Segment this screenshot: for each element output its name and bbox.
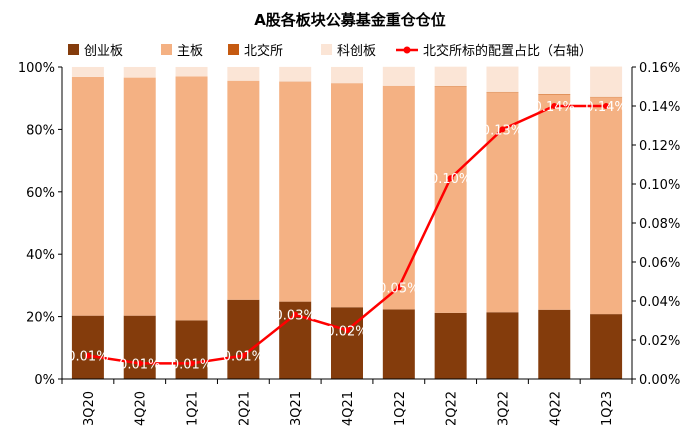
x-tick-label: 4Q20	[134, 391, 149, 426]
bar-4Q22-series-0	[538, 309, 571, 379]
bar-1Q23-series-0	[590, 314, 623, 379]
bar-3Q20-series-0	[71, 315, 104, 379]
bar-3Q22-series-0	[486, 312, 519, 379]
legend-label-3: 科创板	[337, 44, 376, 59]
line-data-label: 0.14%	[585, 100, 626, 115]
bar-3Q20-series-1	[71, 76, 104, 316]
legend-swatch-3	[321, 44, 332, 55]
legend: 创业板 主板 北交所 科创板 北交所标的配置占比（右轴）	[68, 43, 592, 59]
bar-1Q21-series-1	[175, 76, 208, 321]
line-point	[136, 360, 143, 367]
bar-4Q21-series-3	[331, 66, 363, 84]
line-data-label: 0.14%	[534, 100, 575, 115]
legend-line-marker	[403, 46, 411, 54]
x-tick-label: 4Q22	[548, 391, 563, 426]
bar-1Q22-series-3	[382, 66, 415, 86]
y-right-tick-label: 0.10%	[639, 178, 680, 193]
bar-4Q22-series-1	[538, 94, 571, 310]
y-right-tick-label: 0.00%	[639, 373, 680, 388]
x-tick-label: 1Q21	[186, 391, 201, 426]
y-left-tick-label: 0%	[34, 373, 55, 388]
line-point	[240, 352, 247, 359]
bar-1Q22-series-1	[382, 86, 415, 310]
bar-1Q22-series-0	[382, 309, 415, 379]
x-tick-label: 4Q21	[341, 391, 356, 426]
x-tick-label: 2Q22	[445, 391, 460, 426]
bar-1Q21-series-0	[175, 320, 208, 379]
bar-2Q21-series-0	[227, 299, 260, 379]
legend-label-2: 北交所	[244, 43, 283, 59]
bar-2Q22-series-0	[434, 312, 467, 379]
line-point	[499, 126, 506, 133]
y-left-tick-label: 20%	[26, 311, 55, 326]
bar-3Q21-series-1	[279, 81, 312, 302]
x-tick-label: 3Q21	[289, 391, 304, 426]
bar-4Q21-series-1	[331, 83, 363, 308]
line-data-label: 0.01%	[67, 350, 108, 365]
line-point	[395, 284, 402, 291]
line-point	[188, 360, 195, 367]
y-right-tick-label: 0.08%	[639, 217, 680, 232]
bar-4Q22-series-3	[538, 66, 571, 95]
y-right-tick-label: 0.14%	[639, 100, 680, 115]
y-right-tick-label: 0.06%	[639, 256, 680, 271]
x-tick-label: 2Q21	[237, 391, 252, 426]
bar-1Q23-series-1	[590, 97, 623, 315]
line-point	[447, 175, 454, 182]
bars	[71, 66, 623, 379]
bar-2Q21-series-1	[227, 80, 260, 300]
bar-3Q20-series-3	[71, 66, 104, 77]
line-layer: 0.01% 0.01% 0.01% 0.01% 0.03% 0.02% 0.05% 0.10%…	[67, 100, 626, 372]
bar-4Q21-series-0	[331, 307, 363, 379]
line-point	[84, 352, 91, 359]
bar-2Q21-series-3	[227, 66, 260, 81]
legend-label-0: 创业板	[84, 44, 123, 59]
legend-label-1: 主板	[177, 44, 203, 59]
legend-swatch-2	[228, 44, 239, 55]
bar-2Q22-series-3	[434, 66, 467, 87]
y-left-tick-label: 60%	[26, 186, 55, 201]
bar-4Q20-series-0	[123, 315, 156, 379]
line-data-label: 0.10%	[430, 172, 471, 187]
line-point	[551, 103, 558, 109]
legend-swatch-1	[161, 44, 172, 55]
line-point	[344, 327, 350, 334]
y-left-tick-label: 40%	[26, 248, 55, 263]
line-data-label: 0.01%	[223, 350, 264, 365]
y-right-tick-label: 0.02%	[639, 334, 680, 349]
bar-3Q22-series-3	[486, 66, 519, 92]
line-point	[292, 311, 299, 318]
line-data-label: 0.01%	[171, 357, 212, 372]
y-left-tick-label: 100%	[18, 61, 55, 76]
bar-4Q20-series-3	[123, 66, 156, 78]
line-data-label: 0.01%	[119, 357, 160, 372]
line-point	[603, 103, 610, 109]
line-data-label: 0.05%	[378, 281, 419, 296]
bar-1Q21-series-3	[175, 66, 208, 77]
line-data-label: 0.03%	[275, 309, 316, 324]
y-left-tick-label: 80%	[26, 123, 55, 138]
legend-label-4: 北交所标的配置占比（右轴）	[423, 43, 592, 59]
x-tick-label: 3Q22	[496, 391, 511, 426]
bar-3Q21-series-3	[279, 66, 312, 82]
chart-title: A股各板块公募基金重仓仓位	[254, 11, 446, 29]
x-tick-label: 3Q20	[82, 391, 97, 426]
legend-swatch-0	[68, 44, 79, 55]
line-data-label: 0.13%	[482, 123, 523, 138]
y-right-tick-label: 0.12%	[639, 139, 680, 154]
bar-4Q20-series-1	[123, 77, 156, 316]
x-tick-label: 1Q23	[600, 391, 615, 426]
y-right-tick-label: 0.04%	[639, 295, 680, 310]
y-right-tick-label: 0.16%	[639, 61, 680, 76]
line-data-label: 0.02%	[326, 324, 367, 339]
axes: 0% 20% 40% 60% 80% 100% 0.00% 0.02% 0.04% 0.06% 0.…	[18, 61, 680, 426]
bar-1Q23-series-3	[590, 66, 623, 97]
x-tick-label: 1Q22	[393, 391, 408, 426]
